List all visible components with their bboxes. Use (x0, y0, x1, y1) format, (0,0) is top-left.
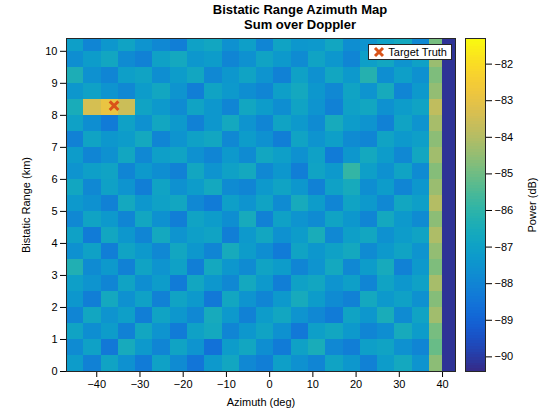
svg-text:40: 40 (436, 378, 448, 390)
svg-text:7: 7 (51, 141, 57, 153)
svg-text:3: 3 (51, 269, 57, 281)
svg-text:−40: −40 (87, 378, 106, 390)
html-text:Sum over Doppler: Sum over Doppler (244, 17, 356, 32)
svg-text:−30: −30 (131, 378, 150, 390)
svg-text:−10: −10 (217, 378, 236, 390)
svg-text:4: 4 (51, 237, 57, 249)
svg-text:−89: −89 (495, 314, 514, 326)
svg-text:9: 9 (51, 77, 57, 89)
svg-text:1: 1 (51, 333, 57, 345)
svg-text:Azimuth (deg): Azimuth (deg) (227, 396, 295, 408)
svg-text:Power (dB): Power (dB) (526, 177, 538, 232)
svg-text:10: 10 (307, 378, 319, 390)
html-text:Bistatic Range Azimuth Map: Bistatic Range Azimuth Map (212, 2, 388, 17)
svg-text:−84: −84 (495, 131, 514, 143)
svg-text:0: 0 (51, 365, 57, 377)
html-text:Target Truth: Target Truth (388, 46, 447, 58)
svg-text:−87: −87 (495, 241, 514, 253)
svg-text:−85: −85 (495, 167, 514, 179)
svg-text:2: 2 (51, 301, 57, 313)
svg-text:−86: −86 (495, 204, 514, 216)
svg-text:−90: −90 (495, 350, 514, 362)
svg-text:−82: −82 (495, 58, 514, 70)
svg-text:0: 0 (267, 378, 273, 390)
svg-text:−83: −83 (495, 94, 514, 106)
svg-text:30: 30 (393, 378, 405, 390)
svg-text:10: 10 (45, 45, 57, 57)
svg-text:5: 5 (51, 205, 57, 217)
svg-text:20: 20 (350, 378, 362, 390)
svg-text:−88: −88 (495, 277, 514, 289)
svg-text:−20: −20 (174, 378, 193, 390)
svg-text:Bistatic Range (km): Bistatic Range (km) (20, 157, 32, 253)
svg-text:8: 8 (51, 109, 57, 121)
svg-text:6: 6 (51, 173, 57, 185)
